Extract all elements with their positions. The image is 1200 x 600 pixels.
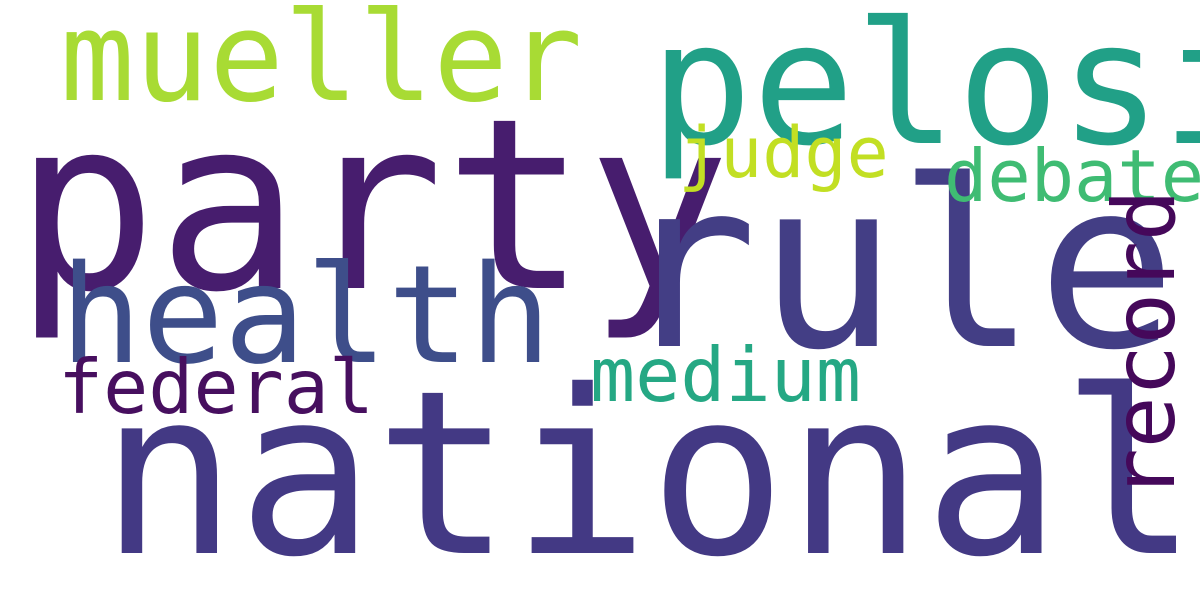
word-record: record — [1095, 189, 1195, 500]
word-judge: judge — [678, 112, 889, 194]
word-medium: medium — [590, 331, 861, 419]
word-debate: debate — [944, 134, 1200, 218]
word-federal: federal — [58, 343, 375, 431]
word-mueller: mueller — [60, 0, 583, 130]
word-party: party — [14, 68, 731, 345]
word-rule: rule — [618, 131, 1177, 401]
word-national: national — [100, 341, 1199, 600]
word-pelosi: pelosi — [650, 0, 1200, 184]
word-health: health — [60, 237, 552, 395]
